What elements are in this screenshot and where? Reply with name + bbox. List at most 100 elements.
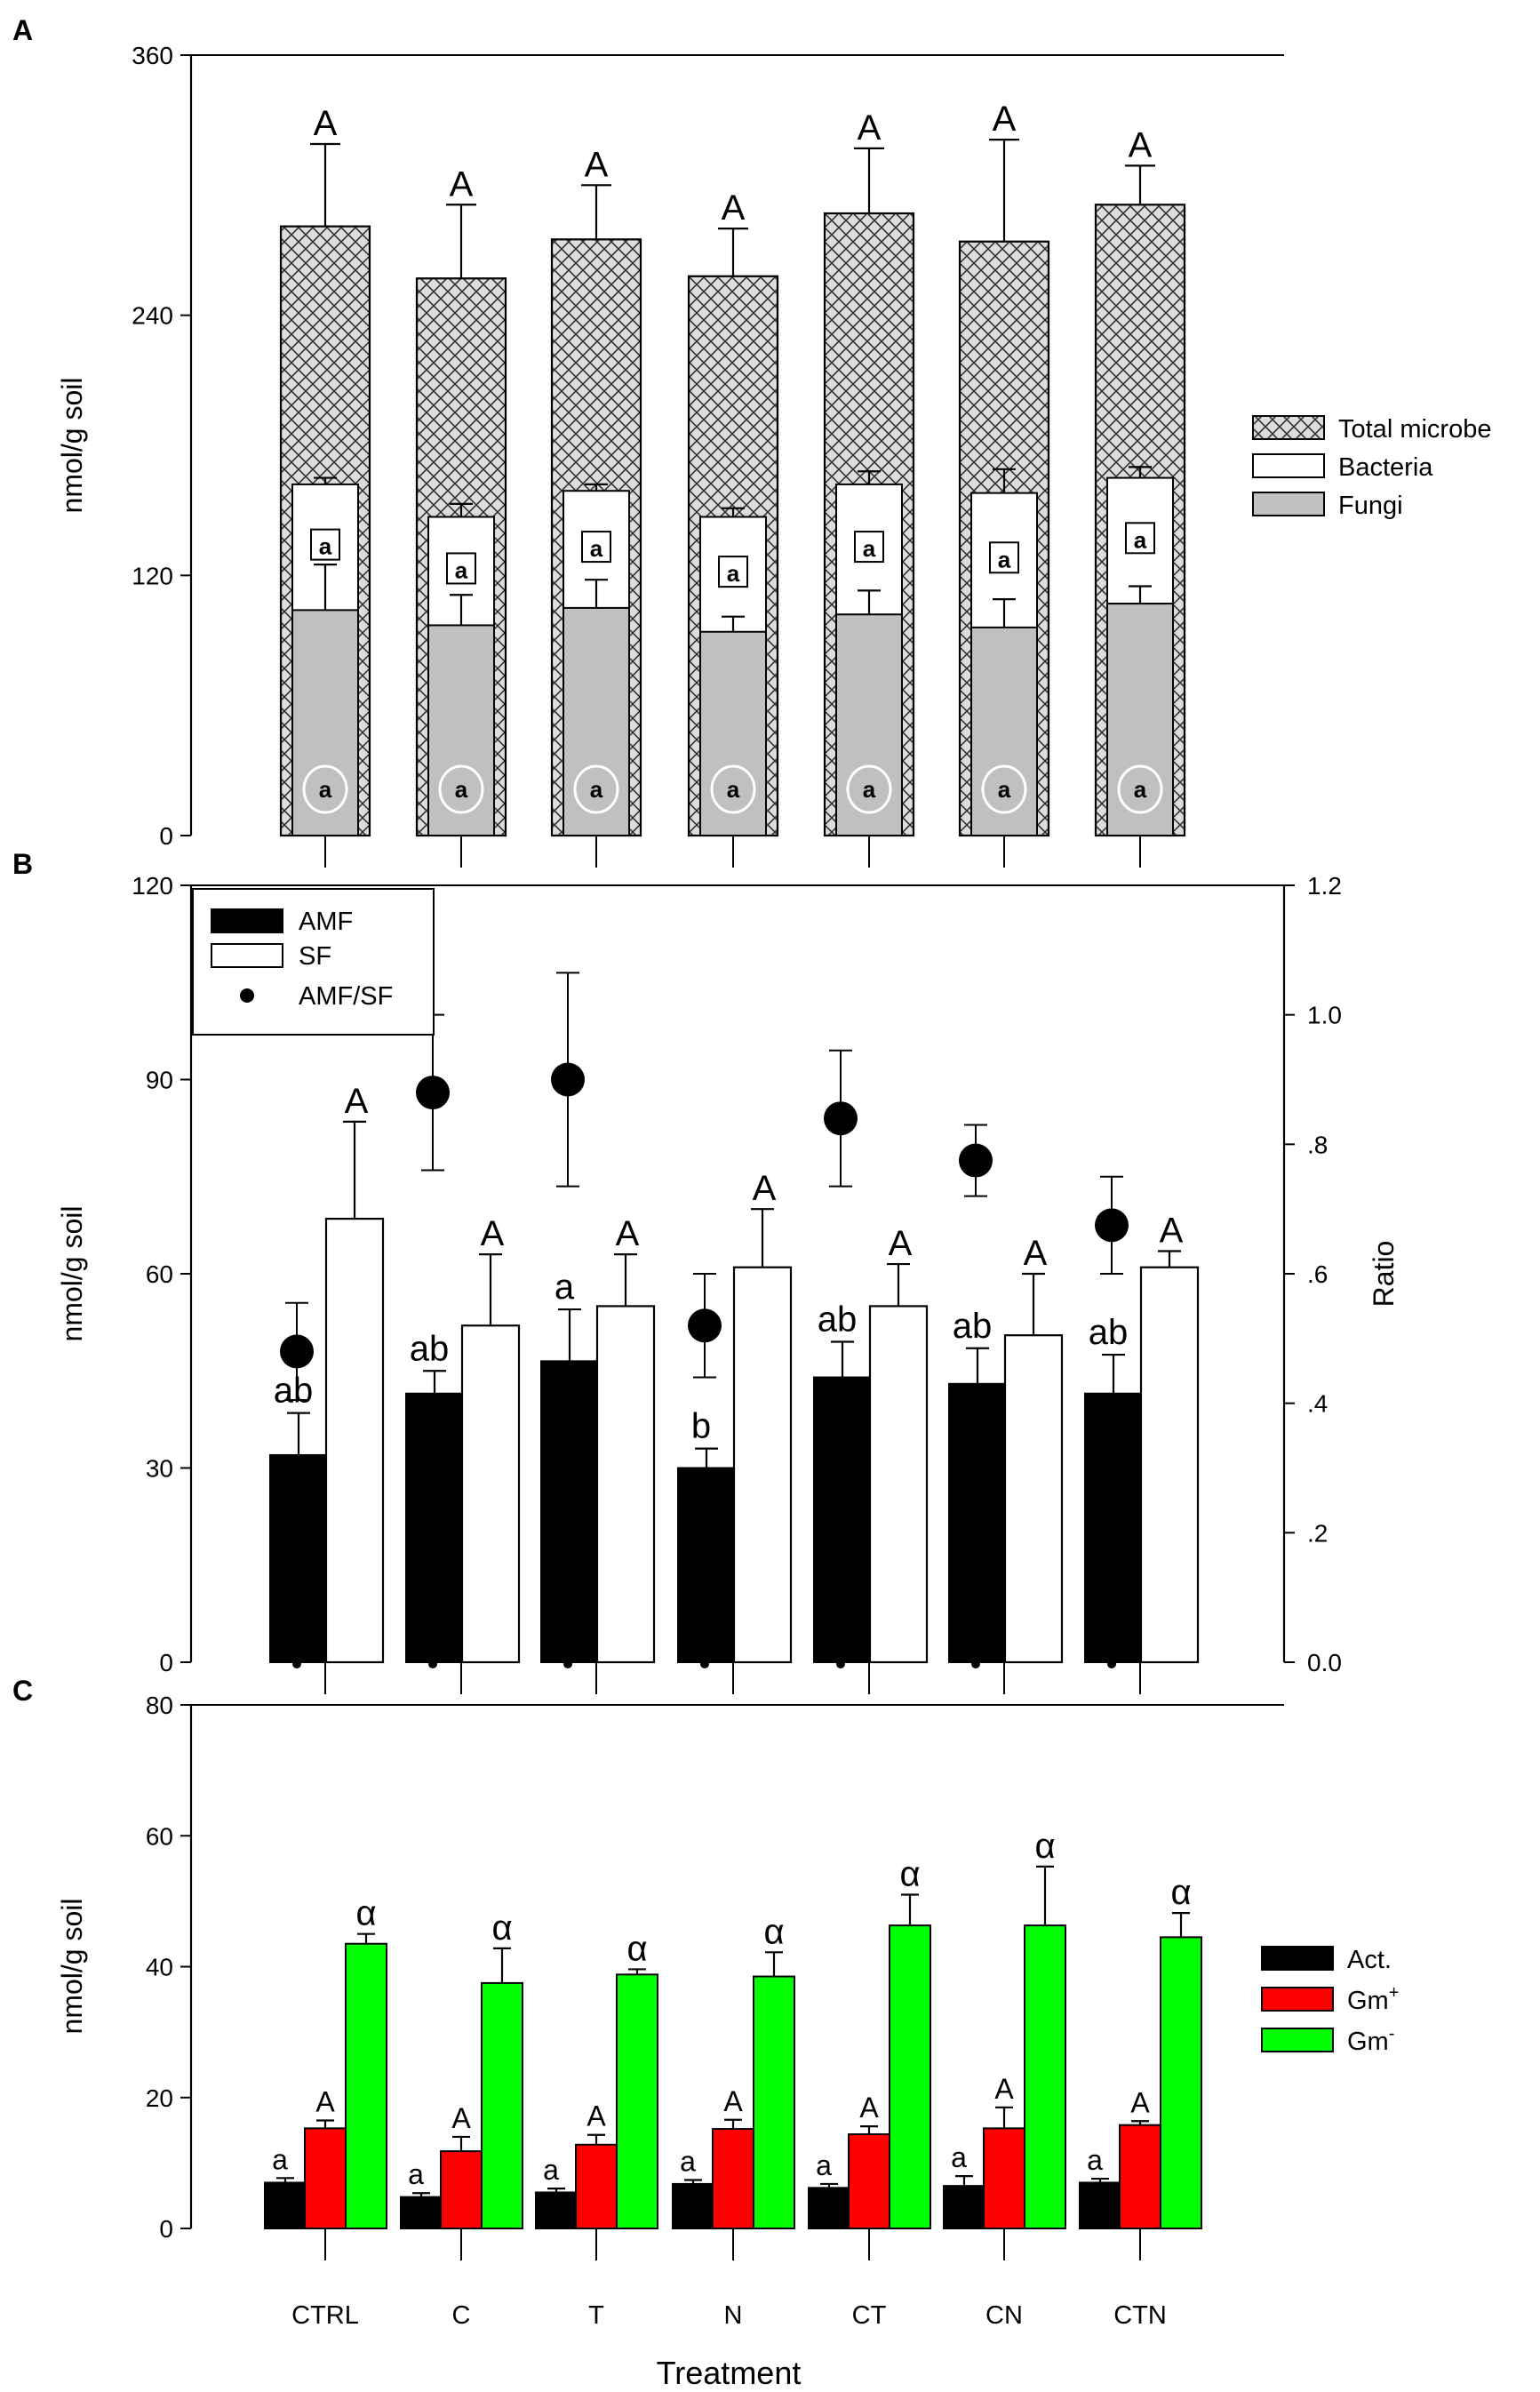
panel-label: A — [12, 14, 33, 46]
panel-a: 0 120 240 360 nmol/g soil A Aa a Aa a Aa a Aa a Aa a Aa a… — [12, 14, 1491, 868]
y-tick-label: 360 — [132, 42, 173, 69]
baseline-dot — [563, 1660, 572, 1668]
point-amf-sf-ratio — [688, 1308, 722, 1343]
y-tick-label: 80 — [146, 1692, 173, 1719]
bar-sf — [324, 1217, 385, 1664]
sig-letter-sf: A — [481, 1214, 505, 1253]
bar-gm-plus — [440, 2150, 483, 2230]
sig-letter-bacteria: a — [1134, 526, 1147, 553]
sig-circle-fungi — [573, 764, 619, 814]
x-tick-label: CT — [852, 2301, 887, 2330]
sig-letter-total-microbe: A — [722, 188, 746, 228]
sig-circle-fungi — [710, 764, 756, 814]
sig-letter-series-0: a — [272, 2143, 288, 2175]
sig-box-bacteria — [1125, 522, 1155, 555]
bar-act — [1079, 2181, 1121, 2229]
bar-sf — [1003, 1334, 1064, 1664]
bar-fungi — [427, 624, 495, 837]
y2-tick-label: 0.0 — [1307, 1649, 1342, 1676]
bar-amf — [677, 1467, 736, 1663]
bar-amf — [813, 1376, 872, 1663]
bar-gm-minus — [753, 1975, 795, 2229]
point-amf-sf-ratio — [824, 1101, 858, 1136]
bar-fungi — [970, 626, 1038, 836]
y2-tick-label: .2 — [1307, 1519, 1328, 1547]
baseline-dot — [971, 1660, 980, 1668]
y-tick-label: 0 — [159, 2215, 173, 2243]
y2-axis-label: Ratio — [1368, 1241, 1400, 1308]
bar-sf — [1139, 1266, 1200, 1664]
legend-label-amf-sf: AMF/SF — [299, 982, 393, 1011]
baseline-dot — [1107, 1660, 1116, 1668]
bar-act — [264, 2181, 307, 2229]
bar-gm-plus — [1119, 2124, 1161, 2230]
sig-letter-series-2: α — [899, 1855, 920, 1894]
sig-letter-series-1: A — [723, 2085, 743, 2117]
bar-act — [672, 2182, 714, 2230]
sig-letter-sf: A — [1160, 1212, 1184, 1251]
sig-letter-bacteria: a — [590, 535, 603, 562]
bar-amf — [540, 1360, 599, 1663]
sig-box-bacteria — [581, 531, 611, 564]
x-tick-label: N — [724, 2301, 743, 2330]
y-tick-label: 240 — [132, 302, 173, 330]
sig-letter-series-1: A — [994, 2073, 1014, 2105]
sig-letter-series-1: A — [451, 2102, 471, 2134]
legend-label-base: Gm — [1347, 2028, 1389, 2056]
bar-sf — [460, 1324, 521, 1664]
legend-label-sup: + — [1389, 1983, 1400, 2003]
sig-letter-series-2: α — [626, 1929, 647, 1968]
sig-letter-bacteria: a — [863, 535, 876, 562]
bar-gm-plus — [304, 2127, 347, 2230]
sig-letter-amf: b — [691, 1407, 711, 1446]
legend-swatch-series-0 — [1261, 1946, 1334, 1971]
bar-sf — [595, 1305, 656, 1664]
bar-gm-minus — [889, 1924, 931, 2229]
x-tick-label: CTRL — [291, 2301, 359, 2330]
sig-letter-total-microbe: A — [993, 100, 1017, 139]
point-amf-sf-ratio — [416, 1076, 450, 1110]
legend-label-base: Gm — [1347, 1987, 1389, 2015]
y-tick-label: 30 — [146, 1455, 173, 1483]
legend-label-amf: AMF — [299, 908, 353, 936]
sig-letter-amf: ab — [410, 1329, 450, 1368]
y-axis-label: nmol/g soil — [56, 1206, 88, 1342]
legend-label-sup: - — [1389, 2024, 1395, 2044]
bar-act — [943, 2185, 985, 2230]
sig-letter-bacteria: a — [998, 546, 1011, 572]
bar-sf — [732, 1266, 793, 1664]
y-axis-label: nmol/g soil — [56, 378, 88, 514]
sig-box-bacteria — [854, 531, 884, 564]
sig-letter-fungi: a — [319, 776, 332, 803]
x-tick-label: T — [588, 2301, 604, 2330]
baseline-dot — [836, 1660, 845, 1668]
legend-swatch-bacteria — [1252, 453, 1325, 478]
sig-letter-series-1: A — [586, 2100, 606, 2132]
sig-box-bacteria — [718, 556, 748, 588]
legend-label-bacteria: Bacteria — [1338, 453, 1433, 482]
sig-box-bacteria — [310, 528, 340, 561]
sig-letter-series-2: α — [763, 1912, 784, 1951]
y-tick-label: 90 — [146, 1067, 173, 1094]
y-tick-label: 0 — [159, 822, 173, 850]
sig-letter-bacteria: a — [727, 560, 740, 587]
bar-gm-plus — [575, 2143, 618, 2230]
sig-letter-sf: A — [889, 1224, 913, 1263]
y-tick-label: 40 — [146, 1954, 173, 1981]
point-amf-sf-ratio — [1095, 1208, 1129, 1243]
y-tick-label: 60 — [146, 1822, 173, 1850]
legend-label-fungi: Fungi — [1338, 492, 1403, 520]
bar-act — [808, 2187, 850, 2230]
sig-box-bacteria — [989, 541, 1019, 574]
y2-tick-label: 1.2 — [1307, 872, 1342, 900]
y-tick-label: 0 — [159, 1649, 173, 1676]
sig-letter-amf: ab — [1089, 1313, 1129, 1352]
sig-letter-fungi: a — [727, 776, 740, 803]
sig-letter-fungi: a — [998, 776, 1011, 803]
bar-fungi — [699, 630, 767, 836]
baseline-dot — [700, 1660, 709, 1668]
sig-circle-fungi — [846, 764, 892, 814]
sig-letter-fungi: a — [590, 776, 603, 803]
sig-letter-total-microbe: A — [585, 145, 609, 184]
